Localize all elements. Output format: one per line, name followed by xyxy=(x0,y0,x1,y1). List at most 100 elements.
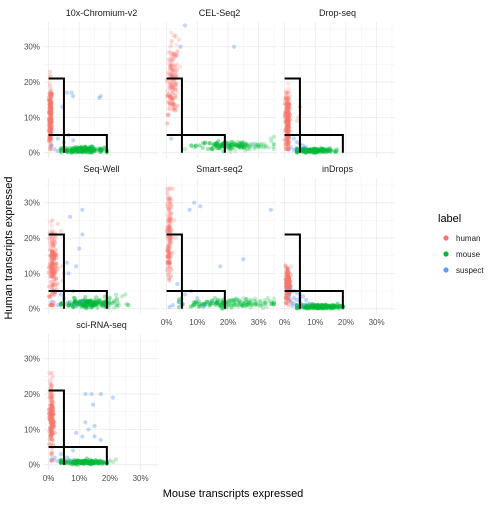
point-mouse xyxy=(302,146,307,151)
point-human xyxy=(175,48,180,54)
point-human xyxy=(49,256,54,262)
point-human xyxy=(286,102,292,107)
point-mouse xyxy=(218,303,223,308)
point-mouse xyxy=(192,145,197,150)
point-human xyxy=(47,119,52,124)
point-suspect xyxy=(71,94,76,99)
point-human xyxy=(172,84,177,89)
point-human xyxy=(285,120,290,125)
point-mouse xyxy=(214,300,220,305)
point-human xyxy=(50,285,55,290)
point-human xyxy=(173,95,178,100)
point-suspect xyxy=(198,204,203,209)
point-human xyxy=(167,221,172,226)
point-human xyxy=(172,79,177,84)
point-mouse xyxy=(82,299,87,304)
point-human xyxy=(283,127,289,132)
point-mouse xyxy=(73,145,78,150)
point-human xyxy=(284,296,289,301)
point-human xyxy=(51,282,56,287)
point-suspect xyxy=(288,145,293,150)
point-human xyxy=(165,186,170,191)
point-mouse xyxy=(66,302,72,307)
point-mouse xyxy=(78,145,83,150)
point-mouse xyxy=(92,299,98,305)
point-mouse xyxy=(305,149,310,154)
point-human xyxy=(284,284,289,290)
point-human xyxy=(50,253,55,258)
point-human xyxy=(168,65,173,70)
point-mouse xyxy=(311,148,316,153)
point-mouse xyxy=(83,146,88,151)
point-human xyxy=(283,109,288,114)
point-mouse xyxy=(319,148,325,153)
facet-title: Seq-Well xyxy=(83,164,119,174)
point-human xyxy=(51,250,56,256)
point-human xyxy=(48,110,53,115)
point-human xyxy=(48,98,53,104)
point-human xyxy=(167,58,172,63)
point-mouse xyxy=(201,304,206,309)
point-mouse xyxy=(319,148,324,153)
points-smart-seq2 xyxy=(164,186,277,311)
point-mouse xyxy=(84,299,90,304)
point-mouse xyxy=(318,150,323,155)
point-mouse xyxy=(261,141,267,146)
point-mouse xyxy=(78,302,84,308)
point-mouse xyxy=(205,299,210,304)
point-human xyxy=(287,281,292,286)
point-human xyxy=(167,251,172,256)
point-mouse xyxy=(115,304,120,309)
point-human xyxy=(286,120,291,125)
point-human xyxy=(51,255,56,260)
point-suspect xyxy=(268,207,273,212)
point-mouse xyxy=(176,300,181,305)
point-mouse xyxy=(83,149,89,154)
point-mouse xyxy=(313,148,318,153)
point-mouse xyxy=(319,146,324,151)
point-human xyxy=(174,73,179,78)
point-mouse xyxy=(320,305,325,310)
point-mouse xyxy=(238,300,243,305)
point-human xyxy=(50,241,56,247)
point-human xyxy=(48,244,54,249)
point-mouse xyxy=(72,299,77,305)
point-human xyxy=(168,201,173,206)
point-human xyxy=(164,229,170,234)
point-human xyxy=(284,120,289,125)
point-human xyxy=(285,279,290,284)
point-mouse xyxy=(92,301,98,306)
point-suspect xyxy=(55,136,60,141)
point-human xyxy=(286,139,291,144)
point-mouse xyxy=(87,147,92,152)
point-mouse xyxy=(263,143,268,148)
point-human xyxy=(53,247,58,253)
point-mouse xyxy=(99,148,104,153)
point-human xyxy=(48,142,53,147)
point-mouse xyxy=(91,302,96,307)
point-human xyxy=(166,50,171,55)
point-mouse xyxy=(89,298,94,303)
point-mouse xyxy=(316,147,321,153)
point-human xyxy=(284,282,289,288)
point-mouse xyxy=(79,148,84,153)
point-mouse xyxy=(240,145,245,150)
point-mouse xyxy=(237,298,242,303)
point-human xyxy=(166,196,171,201)
point-mouse xyxy=(240,303,246,308)
point-human xyxy=(49,292,54,297)
point-mouse xyxy=(320,149,325,154)
point-human xyxy=(284,105,289,111)
point-human xyxy=(173,235,178,241)
point-human xyxy=(173,63,178,68)
point-human xyxy=(284,280,289,285)
point-human xyxy=(167,225,172,230)
point-human xyxy=(286,118,291,124)
point-mouse xyxy=(58,147,63,152)
point-mouse xyxy=(86,145,92,150)
point-human xyxy=(286,141,291,146)
point-mouse xyxy=(85,147,90,153)
point-human xyxy=(53,264,58,269)
point-mouse xyxy=(71,148,76,153)
point-mouse xyxy=(87,298,92,304)
